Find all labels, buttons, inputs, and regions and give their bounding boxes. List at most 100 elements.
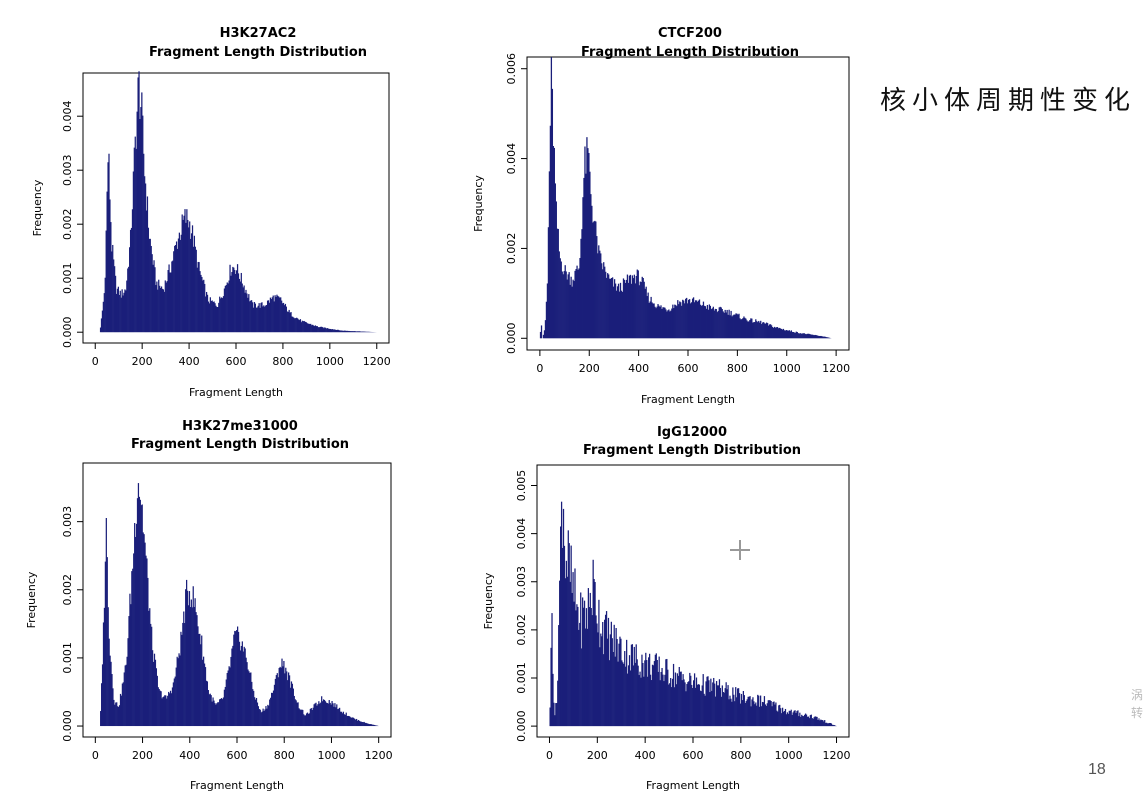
histogram-bar: [602, 622, 604, 727]
histogram-bar: [207, 690, 209, 727]
histogram-bar: [763, 696, 766, 727]
histogram-bar: [137, 483, 140, 727]
histogram-bar: [348, 716, 350, 727]
histogram-bar: [192, 246, 195, 333]
histogram-bar: [311, 325, 313, 333]
histogram-bar: [350, 331, 352, 333]
histogram-bar: [794, 710, 796, 727]
histogram-bar: [123, 292, 125, 333]
histogram-bar: [642, 663, 644, 727]
histogram-bar: [615, 628, 617, 727]
histogram-bar: [762, 702, 765, 727]
histogram-bar: [631, 275, 633, 339]
histogram-bar: [705, 308, 708, 339]
histogram-bar: [608, 660, 611, 727]
histogram-bar: [316, 326, 318, 333]
histogram-bar: [638, 285, 640, 339]
histogram-bar: [719, 306, 721, 339]
histogram-bar: [134, 536, 137, 727]
histogram-bar: [115, 293, 118, 333]
histogram-bar: [211, 701, 213, 727]
histogram-bar: [699, 690, 701, 727]
histogram-bar: [124, 289, 126, 333]
histogram-bar: [219, 296, 221, 333]
histogram-bar: [191, 225, 194, 333]
histogram-bar: [128, 266, 130, 333]
histogram-bar: [565, 560, 568, 727]
histogram-bar: [187, 605, 190, 727]
histogram-bar: [253, 690, 255, 727]
histogram-bar: [318, 701, 320, 727]
histogram-bar: [154, 267, 156, 333]
histogram-bar: [629, 274, 632, 339]
histogram-bar: [194, 598, 196, 727]
histogram-bar: [259, 307, 261, 333]
histogram-bar: [181, 214, 183, 333]
histogram-bar: [144, 183, 147, 333]
histogram-bar: [749, 319, 751, 339]
histogram-bar: [720, 696, 723, 727]
x-tick-label: 1200: [365, 749, 393, 762]
histogram-bar: [643, 676, 645, 727]
histogram-bar: [344, 330, 347, 333]
histogram-bar: [250, 300, 252, 333]
histogram-bar: [584, 146, 586, 339]
histogram-bar: [322, 699, 325, 727]
histogram-bar: [355, 331, 357, 333]
histogram-bar: [336, 329, 338, 333]
histogram-bar: [350, 717, 352, 727]
histogram-bar: [826, 722, 828, 727]
histogram-bar: [627, 665, 630, 727]
histogram-bar: [766, 703, 768, 727]
histogram-bar: [310, 323, 312, 333]
histogram-bar: [789, 710, 791, 727]
histogram-bar: [360, 721, 362, 727]
histogram-bar: [812, 334, 814, 339]
histogram-bar: [186, 209, 188, 333]
histogram-bar: [806, 333, 808, 339]
histogram-bar: [159, 285, 161, 333]
histogram-bar: [716, 312, 718, 339]
histogram-bar: [206, 681, 209, 727]
histogram-bar: [739, 318, 741, 339]
histogram-bar: [139, 119, 141, 333]
histogram-bar: [291, 683, 294, 727]
histogram-bar: [190, 233, 193, 333]
histogram-bar: [674, 304, 676, 339]
histogram-bar: [113, 259, 115, 333]
histogram-bar: [273, 301, 275, 333]
histogram-bar: [259, 709, 261, 727]
histogram-bar: [622, 278, 625, 339]
histogram-bar: [679, 671, 681, 727]
histogram-bar: [720, 307, 722, 339]
histogram-bar: [715, 681, 718, 727]
histogram-bar: [257, 706, 260, 727]
histogram-bar: [205, 680, 208, 727]
histogram-bar: [619, 636, 621, 727]
histogram-bar: [330, 329, 333, 333]
histogram-bar: [809, 334, 811, 339]
histogram-bar: [799, 333, 801, 339]
histogram-bar: [827, 337, 829, 339]
histogram-bar: [263, 305, 265, 333]
bars-group: [539, 57, 832, 339]
histogram-bar: [798, 716, 800, 727]
histogram-bar: [361, 721, 363, 727]
histogram-bar: [103, 293, 105, 333]
histogram-bar: [828, 722, 831, 727]
histogram-bar: [657, 671, 659, 727]
histogram-bar: [566, 576, 568, 727]
histogram-bar: [764, 704, 767, 727]
histogram-bar: [119, 693, 122, 727]
histogram-bar: [813, 335, 815, 339]
histogram-bar: [776, 327, 779, 339]
histogram-bar: [372, 724, 374, 727]
histogram-bar: [693, 673, 696, 727]
histogram-bar: [784, 708, 787, 727]
histogram-bar: [652, 665, 655, 727]
histogram-bar: [322, 327, 324, 333]
histogram-bar: [202, 659, 204, 727]
histogram-bar: [348, 330, 350, 333]
histogram-bar: [775, 702, 777, 727]
histogram-bar: [590, 194, 592, 339]
